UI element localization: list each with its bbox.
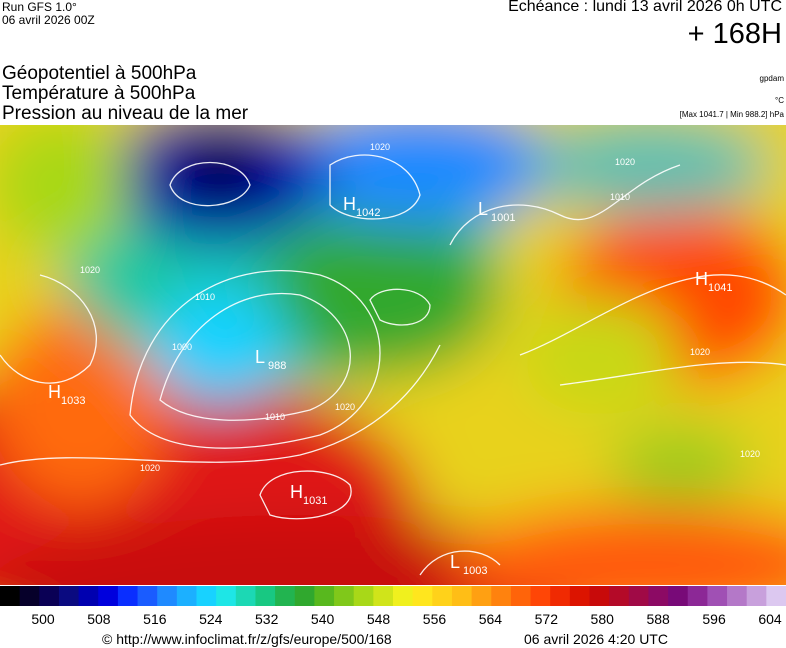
- run-date: 06 avril 2026 00Z: [2, 13, 95, 27]
- horizon: + 168H: [687, 18, 782, 50]
- isobar-label: 1020: [80, 265, 100, 275]
- field: Géopotentiel à 500hPa: [2, 63, 197, 84]
- unit: gpdam: [759, 74, 784, 83]
- center-letter: H: [695, 269, 708, 289]
- colorbar-tick-label: 516: [143, 611, 167, 627]
- color-swatch: [746, 586, 767, 606]
- color-swatch: [373, 586, 394, 606]
- color-swatch: [294, 586, 315, 606]
- color-swatch: [334, 586, 355, 606]
- colorbar-tick-label: 508: [87, 611, 111, 627]
- color-swatch: [432, 586, 453, 606]
- color-swatch: [157, 586, 178, 606]
- isobar-label: 1020: [335, 402, 355, 412]
- unit: [Max 1041.7 | Min 988.2] hPa: [679, 110, 784, 119]
- colorbar-tick-label: 524: [199, 611, 223, 627]
- isobar-label: 1010: [610, 192, 630, 202]
- color-swatch: [451, 586, 473, 606]
- color-swatch: [19, 586, 40, 606]
- center-value: 1033: [61, 395, 85, 407]
- isobar-label: 1020: [370, 142, 390, 152]
- color-swatch: [314, 586, 335, 606]
- center-letter: H: [290, 482, 303, 502]
- color-swatch: [117, 586, 139, 606]
- isobars: [0, 154, 786, 576]
- colorbar-tick-label: 580: [591, 611, 615, 627]
- color-swatch: [766, 586, 786, 606]
- isobar-label: 1020: [140, 463, 160, 473]
- color-swatch: [687, 586, 708, 606]
- color-swatch: [39, 586, 60, 606]
- colorbar-tick-label: 500: [31, 611, 55, 627]
- color-swatch: [668, 586, 689, 606]
- color-swatch: [491, 586, 512, 606]
- colorbar-tick-label: 564: [479, 611, 503, 627]
- color-swatch: [235, 586, 256, 606]
- center-letter: L: [478, 199, 488, 219]
- colorbar: 500 508 516 524 532 540 548 556 564 572 580 588 596 6…: [0, 586, 786, 627]
- color-swatch: [0, 586, 21, 606]
- temperature-field: [0, 125, 786, 585]
- source-url: © http://www.infoclimat.fr/z/gfs/europe/…: [102, 631, 392, 647]
- color-swatch: [707, 586, 728, 606]
- center-letter: H: [343, 194, 356, 214]
- color-swatch: [393, 586, 414, 606]
- echeance: Echéance : lundi 13 avril 2026 0h UTC: [508, 0, 782, 15]
- color-swatch: [412, 586, 433, 606]
- color-swatch: [510, 586, 532, 606]
- colorbar-tick-label: 596: [702, 611, 726, 627]
- color-swatch: [609, 586, 630, 606]
- center-value: 1042: [356, 207, 380, 219]
- colorbar-tick-label: 588: [646, 611, 670, 627]
- color-swatch: [471, 586, 492, 606]
- center-letter: H: [48, 382, 61, 402]
- center-letter: L: [255, 347, 265, 367]
- center-value: 1031: [303, 495, 327, 507]
- color-swatch: [530, 586, 551, 606]
- color-swatch: [569, 586, 590, 606]
- unit: °C: [775, 96, 784, 105]
- center-value: 1003: [463, 565, 487, 577]
- color-swatch: [58, 586, 80, 606]
- colorbar-tick-label: 604: [758, 611, 782, 627]
- color-swatch: [550, 586, 571, 606]
- color-swatch: [196, 586, 217, 606]
- isobar-label: 1000: [172, 342, 192, 352]
- colorbar-tick-label: 548: [367, 611, 391, 627]
- color-swatch: [255, 586, 276, 606]
- isobar-label: 1010: [265, 412, 285, 422]
- color-swatch: [275, 586, 296, 606]
- footer-date: 06 avril 2026 4:20 UTC: [524, 631, 668, 647]
- colorbar-tick-label: 540: [311, 611, 335, 627]
- color-swatch: [727, 586, 748, 606]
- color-swatch: [78, 586, 99, 606]
- center-value: 1041: [708, 282, 732, 294]
- isobar-label: 1020: [740, 449, 760, 459]
- field: Température à 500hPa: [2, 83, 196, 104]
- color-swatch: [628, 586, 649, 606]
- color-swatch: [216, 586, 237, 606]
- field: Pression au niveau de la mer: [2, 103, 249, 124]
- color-swatch: [98, 586, 119, 606]
- center-letter: L: [450, 552, 460, 572]
- center-value: 988: [268, 360, 286, 372]
- color-swatch: [589, 586, 610, 606]
- isobar-labels: 1020 1020 1010 1000 1010 1020 1020 1010 1020 1020…: [80, 142, 760, 473]
- center-value: 1001: [491, 212, 515, 224]
- colorbar-tick-label: 532: [255, 611, 279, 627]
- isobar-label: 1020: [690, 347, 710, 357]
- color-swatch: [353, 586, 374, 606]
- run: Run GFS 1.0°: [2, 0, 77, 14]
- isobar-label: 1020: [615, 157, 635, 167]
- color-swatch: [176, 586, 197, 606]
- color-swatch: [137, 586, 158, 606]
- colorbar-tick-label: 556: [423, 611, 447, 627]
- color-swatch: [648, 586, 669, 606]
- isobar-label: 1010: [195, 292, 215, 302]
- colorbar-tick-label: 572: [535, 611, 559, 627]
